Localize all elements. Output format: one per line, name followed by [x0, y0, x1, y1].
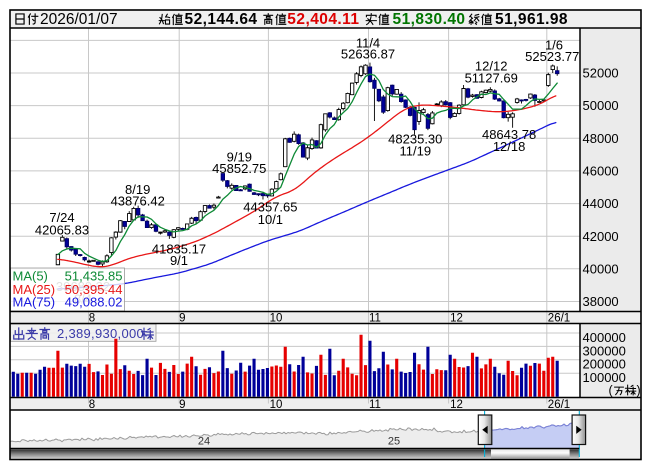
svg-text:11: 11 [369, 313, 381, 325]
svg-text:51,435.85: 51,435.85 [65, 269, 123, 284]
svg-text:400000: 400000 [583, 330, 626, 345]
svg-text:45852.75: 45852.75 [212, 161, 266, 176]
svg-text:10: 10 [270, 313, 283, 325]
svg-text:(: ( [609, 384, 614, 398]
svg-text:11: 11 [369, 399, 381, 411]
svg-text:200000: 200000 [583, 357, 626, 372]
svg-text:12/12: 12/12 [475, 59, 508, 74]
svg-text:51,830.40: 51,830.40 [393, 11, 466, 28]
svg-text:12: 12 [450, 399, 463, 411]
svg-text:11/4: 11/4 [356, 35, 380, 50]
svg-text:8: 8 [89, 399, 95, 411]
svg-text:48643.78: 48643.78 [482, 127, 536, 142]
svg-text:8/19: 8/19 [125, 182, 150, 197]
svg-text:25: 25 [388, 435, 400, 447]
svg-text:24: 24 [198, 435, 210, 447]
svg-text:MA(75): MA(75) [13, 295, 56, 310]
svg-text:52,144.64: 52,144.64 [185, 11, 258, 28]
svg-text:52,404.11: 52,404.11 [287, 11, 359, 28]
svg-text:52523.77: 52523.77 [525, 49, 579, 64]
svg-text:50,395.44: 50,395.44 [65, 282, 123, 297]
svg-text:9: 9 [179, 313, 185, 325]
svg-text:38000: 38000 [583, 294, 619, 309]
svg-text:): ) [637, 384, 641, 398]
svg-text:40000: 40000 [583, 261, 619, 276]
svg-text:42065.83: 42065.83 [35, 223, 89, 238]
svg-text:10/1: 10/1 [258, 212, 283, 227]
svg-text:2026/01/07: 2026/01/07 [40, 11, 118, 28]
svg-text:51127.69: 51127.69 [465, 70, 518, 85]
svg-text:43876.42: 43876.42 [111, 194, 165, 209]
svg-text:44000: 44000 [583, 196, 619, 211]
svg-text:9/19: 9/19 [227, 149, 252, 164]
svg-text:48000: 48000 [583, 131, 619, 146]
svg-text:100000: 100000 [583, 370, 626, 385]
svg-text:2,389,930,000: 2,389,930,000 [57, 326, 144, 341]
svg-text:9: 9 [179, 399, 185, 411]
svg-text:52000: 52000 [583, 66, 619, 81]
svg-text:MA(5): MA(5) [13, 269, 48, 284]
svg-text:1/6: 1/6 [545, 38, 563, 53]
svg-text:8: 8 [89, 313, 95, 325]
svg-text:300000: 300000 [583, 343, 626, 358]
svg-text:11/19: 11/19 [400, 143, 432, 158]
svg-text:10: 10 [270, 399, 283, 411]
svg-text:9/1: 9/1 [170, 253, 188, 268]
svg-text:44357.65: 44357.65 [243, 200, 297, 215]
svg-text:50000: 50000 [583, 98, 619, 113]
svg-text:48235.30: 48235.30 [388, 131, 442, 146]
svg-text:46000: 46000 [583, 164, 619, 179]
svg-text:MA(25): MA(25) [13, 282, 56, 297]
svg-text:26/1: 26/1 [548, 313, 570, 325]
svg-text:12/18: 12/18 [493, 139, 526, 154]
svg-text:41835.17: 41835.17 [152, 241, 206, 256]
svg-text:42000: 42000 [583, 229, 619, 244]
svg-text:52636.87: 52636.87 [341, 46, 395, 61]
svg-text:26/1: 26/1 [548, 399, 570, 411]
svg-text:12: 12 [450, 313, 463, 325]
svg-text:49,088.02: 49,088.02 [65, 295, 123, 310]
svg-text:51,961.98: 51,961.98 [495, 11, 568, 28]
svg-text:7/24: 7/24 [49, 210, 74, 225]
